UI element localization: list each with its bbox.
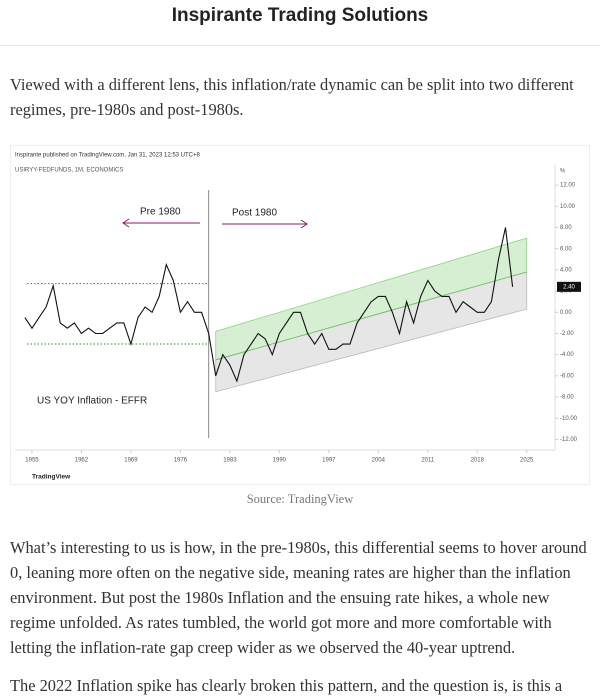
logo: TradingView — [32, 474, 71, 481]
symbol: USIRYY-FEDFUNDS, 1M, ECONOMICS — [15, 168, 123, 174]
y-tick-label: 6.00 — [560, 246, 572, 252]
annotation: US YOY Inflation - EFFR — [37, 396, 147, 407]
y-tick-label: -8.00 — [560, 395, 574, 401]
x-tick-label: 2025 — [520, 458, 534, 464]
x-tick-label: 1990 — [273, 458, 287, 464]
last-value-box — [557, 281, 581, 292]
paragraph: The 2022 Inflation spike has clearly bro… — [10, 676, 563, 695]
x-tick-label: 1969 — [124, 458, 138, 464]
paragraph: What’s interesting to us is how, in the … — [10, 538, 587, 657]
y-tick-label: -6.00 — [560, 373, 574, 379]
y-unit: % — [560, 169, 566, 175]
x-tick-label: 1997 — [322, 458, 336, 464]
x-tick-label: 1962 — [75, 458, 89, 464]
y-tick-label: -2.00 — [560, 331, 574, 337]
x-tick-label: 1955 — [25, 458, 39, 464]
site-title: Inspirante Trading Solutions — [171, 5, 429, 26]
y-tick-label: 4.00 — [560, 267, 572, 273]
y-tick-label: 0.00 — [560, 310, 572, 316]
caption: Source: TradingView — [246, 492, 354, 506]
chart: Inspirante published on TradingView.com,… — [10, 145, 590, 485]
y-tick-label: -10.00 — [560, 416, 578, 422]
y-tick-label: 10.00 — [560, 204, 576, 210]
y-tick-label: 12.00 — [560, 183, 576, 189]
divider — [0, 45, 600, 46]
x-tick-label: 1976 — [174, 458, 188, 464]
x-tick-label: 2018 — [471, 458, 485, 464]
series-line — [24, 227, 514, 383]
y-tick-label: -4.00 — [560, 352, 574, 358]
last-value-label: 2.40 — [563, 284, 575, 290]
x-tick-label: 2011 — [421, 458, 435, 464]
x-tick-label: 2004 — [372, 458, 386, 464]
attribution: Inspirante published on TradingView.com,… — [15, 153, 201, 159]
annotation: Pre 1980 — [140, 207, 181, 218]
arrows — [122, 218, 308, 229]
y-tick-label: -12.00 — [560, 437, 578, 443]
x-tick-label: 1983 — [223, 458, 237, 464]
y-tick-label: 8.00 — [560, 225, 572, 231]
paragraph: Viewed with a different lens, this infla… — [10, 75, 574, 119]
annotation: Post 1980 — [232, 208, 277, 219]
